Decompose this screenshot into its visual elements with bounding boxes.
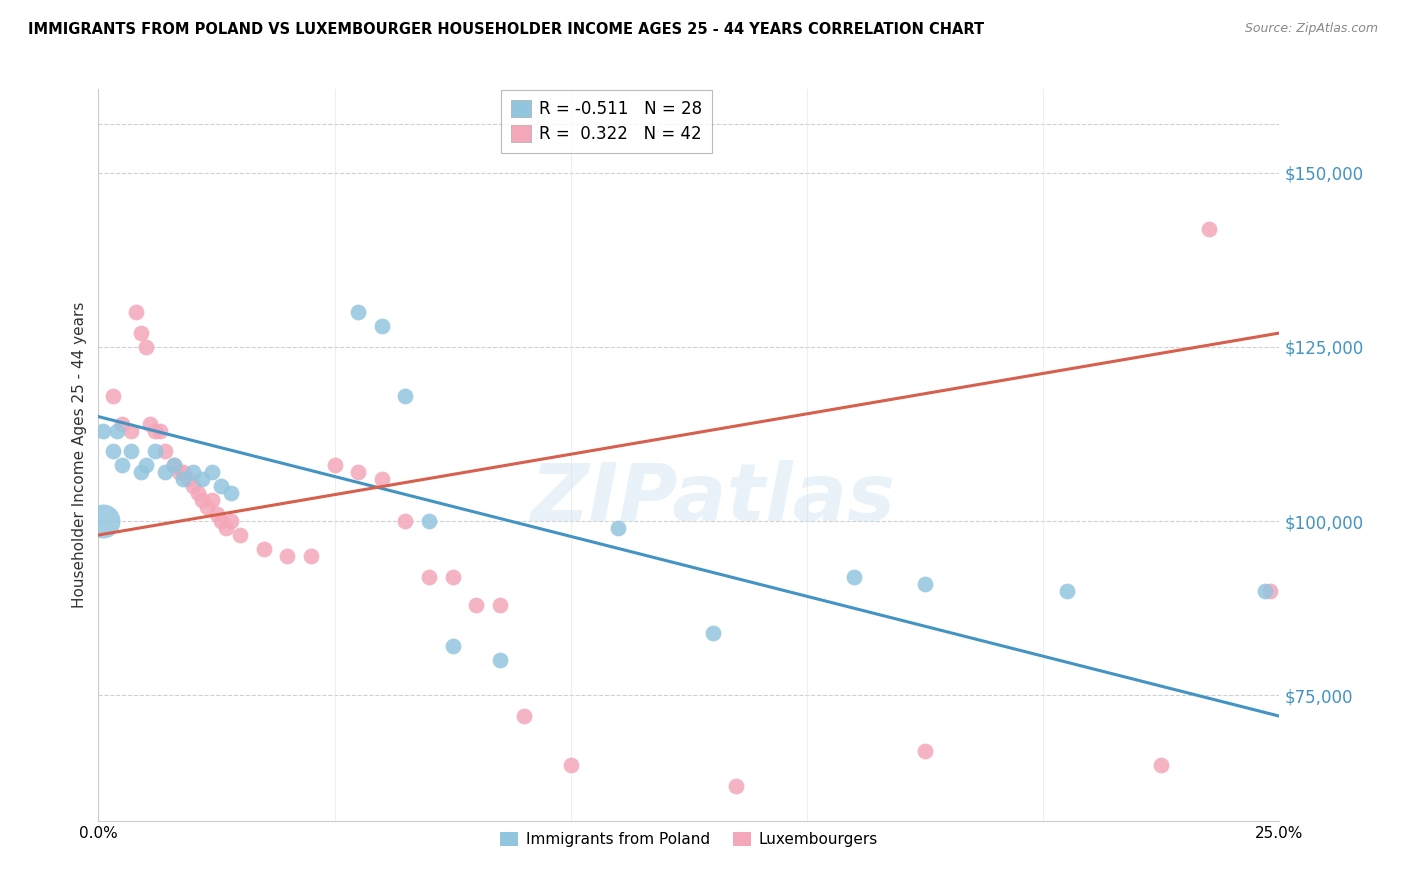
Point <box>129 466 152 480</box>
Point <box>181 466 204 480</box>
Point <box>135 458 157 473</box>
Point <box>111 458 134 473</box>
Point <box>149 424 172 438</box>
Point <box>105 424 128 438</box>
Point <box>418 570 440 584</box>
Point <box>1150 758 1173 772</box>
Point <box>276 549 298 563</box>
Point <box>163 458 186 473</box>
Point <box>1198 221 1220 235</box>
Point <box>441 570 464 584</box>
Point <box>101 389 124 403</box>
Point <box>205 507 228 521</box>
Point <box>209 479 232 493</box>
Point <box>1254 583 1277 598</box>
Point <box>253 541 276 556</box>
Point <box>229 528 252 542</box>
Point <box>371 319 394 334</box>
Point <box>191 493 214 508</box>
Point <box>725 779 748 793</box>
Point <box>129 326 152 340</box>
Point <box>299 549 322 563</box>
Point <box>394 389 416 403</box>
Point <box>121 444 143 458</box>
Point <box>167 466 190 480</box>
Point <box>195 500 218 515</box>
Point <box>143 424 166 438</box>
Point <box>215 521 238 535</box>
Point <box>191 472 214 486</box>
Point <box>101 444 124 458</box>
Point <box>702 625 724 640</box>
Point <box>135 340 157 354</box>
Point <box>153 466 176 480</box>
Text: ZIPatlas: ZIPatlas <box>530 459 896 538</box>
Point <box>219 514 242 528</box>
Point <box>1056 583 1078 598</box>
Point <box>209 514 232 528</box>
Point <box>125 305 148 319</box>
Text: IMMIGRANTS FROM POLAND VS LUXEMBOURGER HOUSEHOLDER INCOME AGES 25 - 44 YEARS COR: IMMIGRANTS FROM POLAND VS LUXEMBOURGER H… <box>28 22 984 37</box>
Point <box>121 424 143 438</box>
Point <box>201 466 224 480</box>
Point <box>177 472 200 486</box>
Point <box>172 472 194 486</box>
Point <box>347 305 370 319</box>
Point <box>153 444 176 458</box>
Point <box>1258 583 1281 598</box>
Point <box>418 514 440 528</box>
Text: Source: ZipAtlas.com: Source: ZipAtlas.com <box>1244 22 1378 36</box>
Point <box>560 758 582 772</box>
Point <box>163 458 186 473</box>
Point <box>91 514 114 528</box>
Legend: Immigrants from Poland, Luxembourgers: Immigrants from Poland, Luxembourgers <box>494 826 884 854</box>
Point <box>607 521 630 535</box>
Point <box>111 417 134 431</box>
Point <box>914 744 936 758</box>
Point <box>844 570 866 584</box>
Y-axis label: Householder Income Ages 25 - 44 years: Householder Income Ages 25 - 44 years <box>72 301 87 608</box>
Point <box>143 444 166 458</box>
Point <box>512 709 534 723</box>
Point <box>394 514 416 528</box>
Point <box>187 486 209 500</box>
Point <box>91 424 114 438</box>
Point <box>139 417 162 431</box>
Point <box>323 458 346 473</box>
Point <box>371 472 394 486</box>
Point <box>914 576 936 591</box>
Point <box>181 479 204 493</box>
Point <box>347 466 370 480</box>
Point <box>441 640 464 654</box>
Point <box>489 598 512 612</box>
Point <box>489 653 512 667</box>
Point <box>201 493 224 508</box>
Point <box>219 486 242 500</box>
Point <box>465 598 488 612</box>
Point <box>172 466 194 480</box>
